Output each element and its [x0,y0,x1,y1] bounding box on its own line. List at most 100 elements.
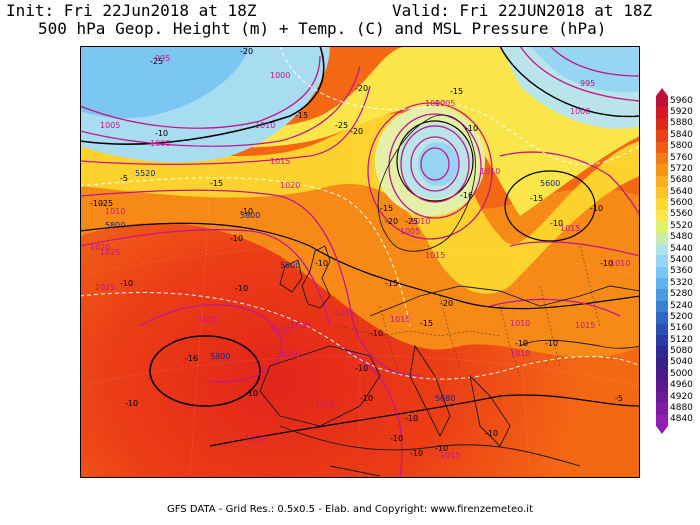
temperature-label: -20 [385,217,398,226]
isobar [80,55,321,129]
colorbar-tick-label: 5680 [670,175,693,186]
cold-core-northwest [80,46,250,119]
isobar-label: 1000 [270,71,290,80]
temperature-label: -10 [410,449,423,458]
temperature-label: -25 [100,199,113,208]
height-label: 5520 [135,169,155,178]
colorbar-swatch [656,300,668,313]
colorbar-tick-label: 5160 [670,323,693,334]
isobar-label: 1015 [425,251,445,260]
colorbar-tick-label: 4880 [670,402,693,413]
colorbar-swatch [656,357,668,370]
isobar-label: 1015 [575,321,595,330]
height-label: 5800 [210,352,230,361]
isobar-label: 1015 [315,400,335,409]
temperature-label: -10 [545,339,558,348]
height-contour [396,120,474,202]
isobar [549,46,640,77]
isobar [80,85,371,165]
temperature-label: -5 [615,394,623,403]
temperature-label: -15 [420,319,433,328]
temperature-label: -20 [350,127,363,136]
temperature-label: -10 [360,394,373,403]
temperature-label: -20 [240,47,253,56]
footer-credit: GFS DATA - Grid Res.: 0.5x0.5 - Elab. an… [166,504,534,515]
isobar-label: 1020 [90,243,110,252]
colorbar-swatch [656,278,668,290]
isobar-label: 1010 [610,259,630,268]
colorbar-tick-label: 5080 [670,346,693,357]
colorbar-tick-label: 5480 [670,232,693,243]
isobar [80,229,331,327]
weather-map: -25-20-15-10-5-25-20-25-20 -15-10-16-15-2… [80,46,640,478]
colorbar-tick-label: 5560 [670,209,693,220]
isobar [410,136,460,192]
colorbar-tick-label: 5880 [670,118,693,129]
map-subtitle: 500 hPa Geop. Height (m) + Temp. (C) and… [38,19,607,38]
temperature-label: -25 [405,217,418,226]
colorbar-swatch [656,380,668,393]
colorbar-swatch [656,323,668,336]
colorbar-swatch [656,369,668,381]
colorbar-swatch [656,107,668,120]
temperature-label: -10 [230,234,243,243]
colorbar-swatch [656,266,668,279]
colorbar-tick-label: 5040 [670,357,693,368]
isobar-label: 1010 [105,207,125,216]
colorbar-swatch [656,141,668,154]
temperature-label: -15 [530,194,543,203]
isobar-label: 1015 [560,224,580,233]
temperature-label: -10 [370,329,383,338]
temperature-label: -10 [405,414,418,423]
colorbar-swatch [656,96,668,108]
map-frame [80,46,640,478]
temperature-label: -10 [235,284,248,293]
isobar [400,125,470,203]
isobar-label: 995 [155,54,170,63]
valid-time-label: Valid: Fri 22JUN2018 at 18Z [392,1,653,20]
isobar-label: 1015 [270,157,290,166]
temperature-label: -10 [155,129,168,138]
temperature-label: -10 [390,434,403,443]
colorbar-swatch [656,255,668,268]
temperature-label: -20 [355,84,368,93]
isobar-label: 1020 [280,181,300,190]
colorbar-swatch [656,334,668,347]
temperature-label: -10 [245,389,258,398]
isobar-label: 1020 [270,326,290,335]
coastlines [259,114,640,477]
colorbar-swatch [656,221,668,234]
temperature-label: -10 [590,204,603,213]
height-label: 5600 [540,179,560,188]
temperature-label: -16 [185,354,198,363]
isobar-label: 1015 [280,350,300,359]
colorbar [656,88,668,434]
temperature-label: -10 [550,219,563,228]
height-label: 5600 [280,261,300,270]
temperature-label: -10 [90,199,103,208]
isobar-label: 1010 [255,121,275,130]
isobar-label: 1015 [440,451,460,460]
isobar-label: 1025 [198,315,218,324]
isobar [420,147,450,181]
isobar [80,189,421,377]
colorbar-tick-label: 5640 [670,186,693,197]
height-label: 5680 [435,394,455,403]
isobar-label: 1000 [150,139,170,148]
colorbar-tick-label: 5840 [670,129,693,140]
colorbar-tick-label: 5000 [670,368,693,379]
temperature-label: -10 [435,444,448,453]
colorbar-swatch [656,164,668,177]
isotherm [279,46,640,165]
isobar-label: 1015 [390,315,410,324]
height-contour [504,170,596,242]
colorbar-tick-label: 5320 [670,277,693,288]
temperature-label: -20 [440,299,453,308]
isobar-label: 1000 [425,99,445,108]
light-yellow-belt [80,46,640,216]
isobar [367,102,493,240]
colorbar-tick-label: 5360 [670,266,693,277]
isobar [339,345,403,478]
colorbar-tick-label: 5200 [670,311,693,322]
temperature-label: -10 [515,339,528,348]
